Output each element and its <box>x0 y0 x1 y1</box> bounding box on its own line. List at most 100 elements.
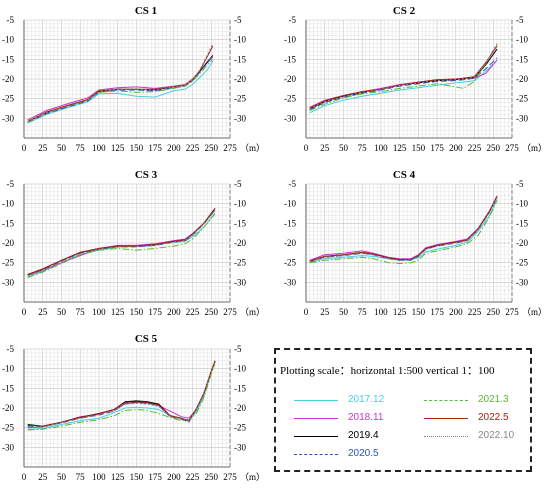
series-line-2022-10 <box>309 197 498 263</box>
x-unit-label: （m） <box>522 143 547 153</box>
x-tick-label: 275 <box>223 472 237 482</box>
y-tick-label-left: -20 <box>284 238 296 248</box>
x-tick-label: 225 <box>468 143 482 153</box>
y-tick-label-right: -25 <box>234 423 246 433</box>
panel-cs5: CS 5 -5 -5 -10 -10 -15 -15 -20 -20 -25 -25 -30 -30 0 2… <box>2 333 265 482</box>
x-tick-label: 50 <box>57 307 67 317</box>
y-tick-label-left: -5 <box>7 344 15 354</box>
y-tick-label-right: -20 <box>234 238 246 248</box>
y-tick-label-right: -5 <box>516 179 524 189</box>
y-tick-label-right: -5 <box>234 344 242 354</box>
x-tick-label: 200 <box>449 143 463 153</box>
series-line-2021-3 <box>27 58 214 123</box>
legend-label: 2022.5 <box>478 412 509 423</box>
y-tick-label-right: -15 <box>516 54 528 64</box>
series-line-2017-12 <box>27 362 216 430</box>
x-unit-label: （m） <box>240 143 265 153</box>
y-tick-label-left: -30 <box>284 277 296 287</box>
panel-cs4: CS 4 -5 -5 -10 -10 -15 -15 -20 -20 -25 -25 -30 -30 0 2… <box>284 169 547 317</box>
x-tick-label: 200 <box>167 307 181 317</box>
series-line-2020-5 <box>27 55 214 123</box>
y-tick-label-right: -10 <box>234 364 246 374</box>
legend-swatch <box>294 418 338 419</box>
y-tick-label-left: -25 <box>2 258 14 268</box>
panel-title: CS 5 <box>135 333 158 345</box>
legend-label: 2021.3 <box>478 394 509 405</box>
series-line-2022-10 <box>27 43 214 122</box>
y-tick-label-right: -25 <box>516 258 528 268</box>
series-line-2018-11 <box>309 195 498 261</box>
y-tick-label-left: -15 <box>284 54 296 64</box>
y-tick-label-right: -20 <box>234 74 246 84</box>
panel-title: CS 3 <box>135 169 158 181</box>
x-tick-label: 125 <box>111 307 125 317</box>
x-tick-label: 150 <box>412 307 426 317</box>
panel-title: CS 1 <box>135 5 157 17</box>
x-tick-label: 75 <box>358 307 368 317</box>
x-tick-label: 50 <box>339 143 349 153</box>
x-tick-label: 100 <box>92 307 106 317</box>
panel-cs1: CS 1 -5 -5 -10 -10 -15 -15 -20 -20 -25 -25 -30 -30 0 2… <box>2 5 265 153</box>
x-tick-label: 0 <box>304 143 309 153</box>
x-tick-label: 0 <box>22 143 27 153</box>
legend-label: 2019.4 <box>348 430 379 441</box>
x-tick-label: 225 <box>468 307 482 317</box>
x-tick-label: 75 <box>76 143 86 153</box>
legend-swatch <box>424 418 468 419</box>
series-line-2020-5 <box>309 197 498 263</box>
y-tick-label-right: -20 <box>234 403 246 413</box>
y-tick-label-right: -5 <box>234 179 242 189</box>
panel-cs3: CS 3 -5 -5 -10 -10 -15 -15 -20 -20 -25 -25 -30 -30 0 2… <box>2 169 265 317</box>
x-tick-label: 125 <box>111 143 125 153</box>
y-tick-label-right: -30 <box>234 277 246 287</box>
series-line-2022-10 <box>27 210 216 277</box>
y-tick-label-right: -25 <box>234 258 246 268</box>
y-tick-label-right: -5 <box>516 15 524 25</box>
x-tick-label: 0 <box>304 307 309 317</box>
x-tick-label: 125 <box>111 472 125 482</box>
x-tick-label: 250 <box>205 143 219 153</box>
x-tick-label: 150 <box>130 307 144 317</box>
x-unit-label: （m） <box>240 307 265 317</box>
series-line-2021-3 <box>27 213 216 279</box>
x-tick-label: 25 <box>320 143 330 153</box>
series-line-2018-11 <box>27 208 216 276</box>
legend-swatch <box>294 436 338 437</box>
x-tick-label: 100 <box>92 472 106 482</box>
y-tick-label-right: -30 <box>516 113 528 123</box>
y-tick-label-right: -15 <box>234 383 246 393</box>
x-tick-label: 175 <box>430 143 444 153</box>
y-tick-label-left: -20 <box>2 403 14 413</box>
y-tick-label-right: -10 <box>516 35 528 45</box>
y-tick-label-left: -10 <box>2 199 14 209</box>
x-tick-label: 250 <box>487 307 501 317</box>
y-tick-label-right: -25 <box>516 94 528 104</box>
x-tick-label: 100 <box>374 143 388 153</box>
x-tick-label: 225 <box>186 472 200 482</box>
x-tick-label: 175 <box>148 472 162 482</box>
series-line-2021-3 <box>309 200 498 265</box>
x-tick-label: 0 <box>22 472 27 482</box>
y-tick-label-left: -10 <box>2 364 14 374</box>
y-tick-label-left: -15 <box>2 218 14 228</box>
panel-title: CS 2 <box>393 5 416 17</box>
y-tick-label-left: -30 <box>284 113 296 123</box>
y-tick-label-right: -20 <box>516 74 528 84</box>
y-tick-label-left: -15 <box>2 383 14 393</box>
x-tick-label: 275 <box>505 143 519 153</box>
x-unit-label: （m） <box>522 307 547 317</box>
y-tick-label-left: -20 <box>2 74 14 84</box>
y-tick-label-left: -30 <box>2 442 14 452</box>
legend: Plotting scale：horizontal 1:500 vertical… <box>274 348 532 472</box>
y-tick-label-left: -5 <box>289 15 297 25</box>
legend-swatch <box>294 400 338 401</box>
y-tick-label-right: -15 <box>234 54 246 64</box>
y-tick-label-left: -10 <box>284 35 296 45</box>
panel-title: CS 4 <box>393 169 416 181</box>
x-tick-label: 75 <box>76 307 86 317</box>
y-tick-label-right: -10 <box>234 35 246 45</box>
x-tick-label: 175 <box>430 307 444 317</box>
x-tick-label: 150 <box>130 143 144 153</box>
x-tick-label: 200 <box>167 472 181 482</box>
